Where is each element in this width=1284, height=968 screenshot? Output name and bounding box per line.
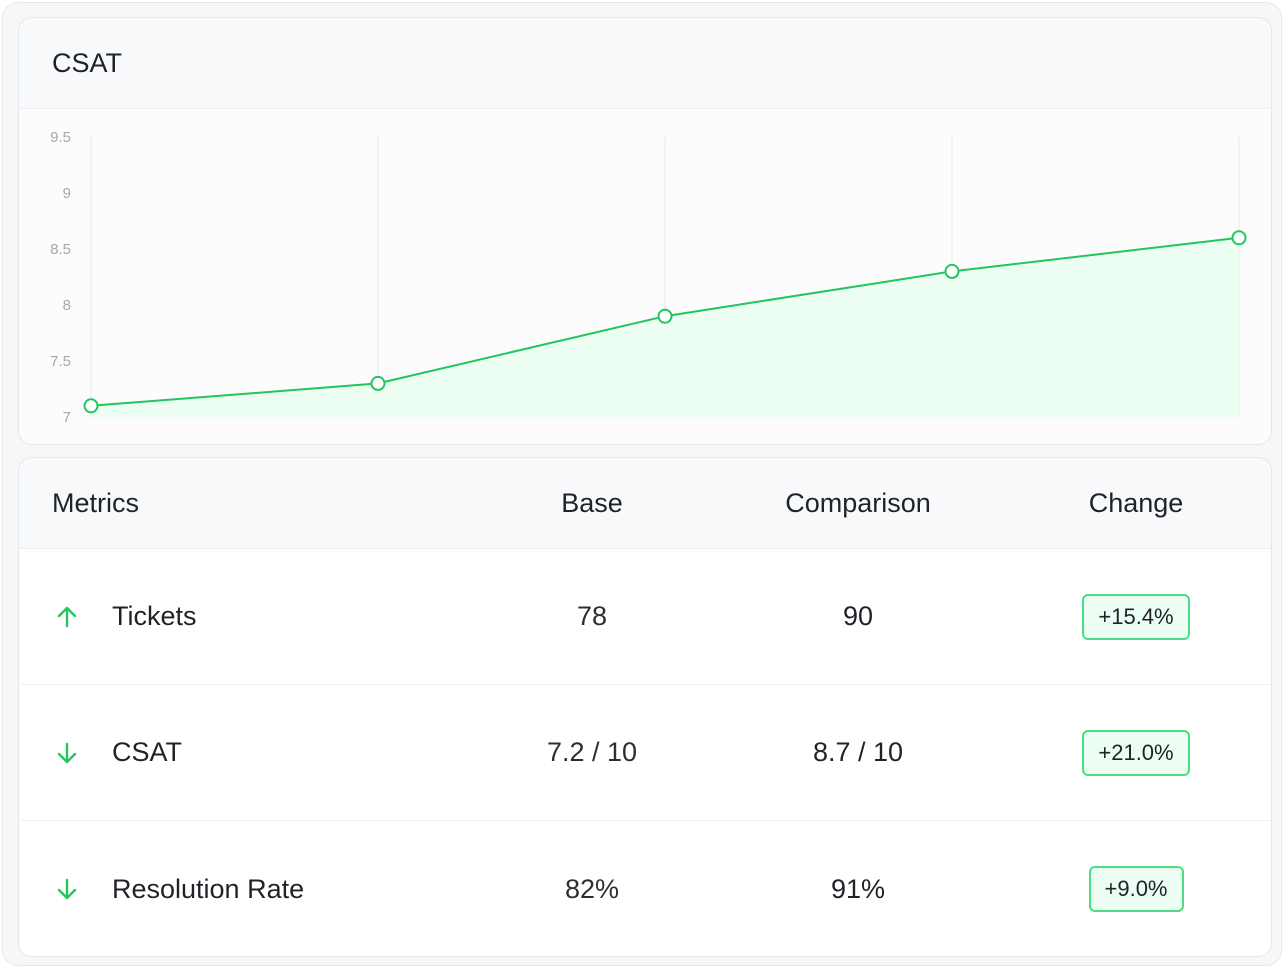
metric-name: CSAT (112, 737, 183, 767)
base-value: 82% (564, 873, 620, 904)
metric-name: Tickets (112, 601, 197, 631)
y-tick-label: 8 (63, 297, 71, 314)
chart-title: CSAT (52, 47, 123, 78)
header-change: Change (1088, 487, 1184, 518)
chart-area: 9.5 9 8.5 8 7.5 7 (19, 109, 1271, 444)
y-tick-label: 8.5 (50, 241, 71, 258)
y-tick-label: 7.5 (50, 353, 71, 370)
down-arrow-icon (57, 742, 77, 763)
data-point (944, 263, 960, 279)
table-row: Tickets 78 90 +15.4% (19, 549, 1271, 685)
y-tick-label: 9.5 (50, 129, 71, 146)
y-tick-label: 9 (63, 185, 71, 202)
chart-header: CSAT (19, 18, 1271, 109)
header-comparison: Comparison (785, 487, 931, 518)
comparison-value: 8.7 / 10 (812, 737, 904, 767)
data-point (370, 375, 386, 391)
down-arrow-icon (57, 878, 77, 900)
csat-chart-card: CSAT 9.5 9 8.5 8 7.5 7 (18, 17, 1272, 445)
table-header: Metrics Base Comparison Change (19, 458, 1271, 549)
header-metrics: Metrics (52, 487, 139, 518)
data-point (83, 398, 99, 414)
series-area (91, 237, 1239, 417)
change-badge: +21.0% (1082, 729, 1190, 776)
change-badge: +9.0% (1088, 866, 1184, 912)
header-base: Base (561, 487, 623, 518)
table-row: Resolution Rate 82% 91% +9.0% (19, 821, 1271, 956)
y-tick-label: 7 (63, 409, 71, 426)
base-value: 7.2 / 10 (546, 737, 638, 767)
comparison-value: 90 (842, 601, 874, 631)
metrics-table: Metrics Base Comparison Change Tickets 7… (18, 457, 1272, 957)
table-row: CSAT 7.2 / 10 8.7 / 10 +21.0% (19, 685, 1271, 821)
data-point (1231, 230, 1247, 246)
base-value: 78 (576, 601, 608, 631)
csat-line-chart: 9.5 9 8.5 8 7.5 7 (50, 129, 1247, 426)
data-point (657, 308, 673, 324)
change-badge: +15.4% (1082, 593, 1190, 640)
metric-name: Resolution Rate (112, 873, 305, 904)
up-arrow-icon (57, 606, 77, 627)
comparison-value: 91% (830, 873, 886, 904)
